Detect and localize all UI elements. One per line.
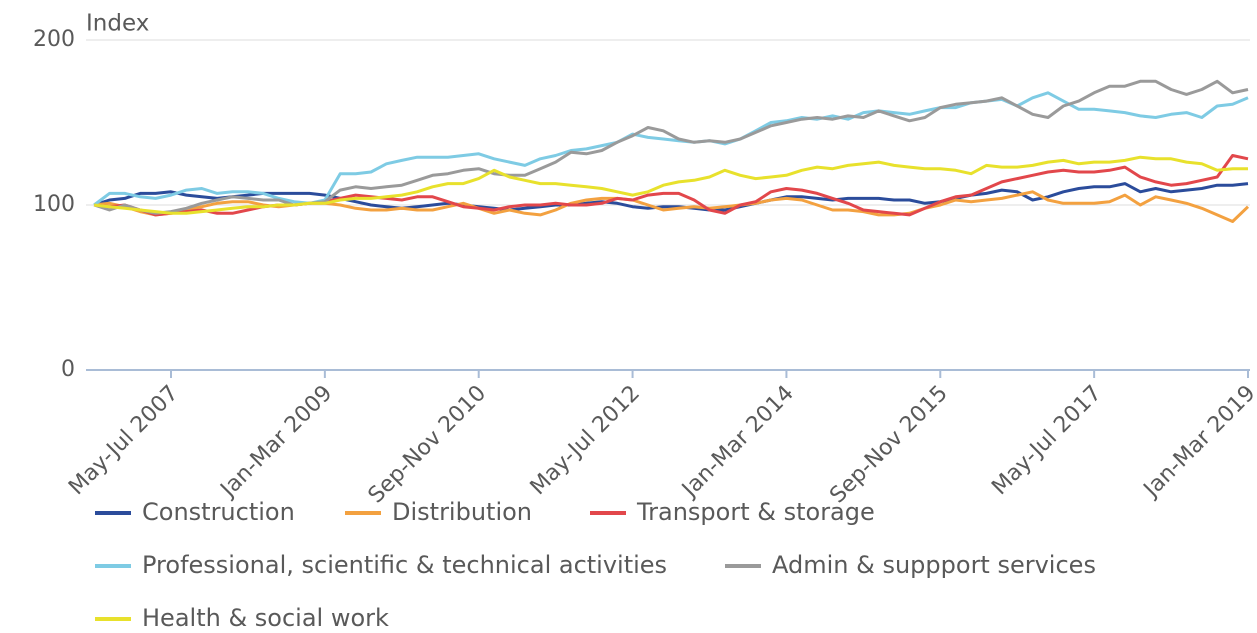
legend-label: Construction <box>142 498 295 526</box>
series-line <box>93 91 1249 207</box>
x-tick-label: Jan-Mar 2009 <box>215 381 338 504</box>
legend-label: Health & social work <box>142 604 389 632</box>
series-line <box>93 182 1249 212</box>
series-line <box>93 79 1249 215</box>
legend-label: Distribution <box>392 498 532 526</box>
x-tick-label: Jan-Mar 2019 <box>1138 381 1257 504</box>
x-tick-label: Sep-Nov 2010 <box>364 381 492 509</box>
y-axis-label: Index <box>86 11 149 37</box>
x-tick-label: May-Jul 2017 <box>987 381 1106 500</box>
y-tick-label: 200 <box>33 27 75 52</box>
x-tick-label: May-Jul 2012 <box>526 381 645 500</box>
y-tick-label: 100 <box>33 192 75 217</box>
legend-label: Admin & suppport services <box>772 551 1096 579</box>
x-tick-label: Sep-Nov 2015 <box>825 381 953 509</box>
legend-label: Transport & storage <box>636 498 875 526</box>
legend-label: Professional, scientific & technical act… <box>142 551 667 579</box>
series-line <box>93 155 1248 215</box>
y-tick-label: 0 <box>61 357 75 382</box>
x-tick-label: Jan-Mar 2014 <box>676 381 799 504</box>
x-tick-label: May-Jul 2007 <box>64 381 183 500</box>
